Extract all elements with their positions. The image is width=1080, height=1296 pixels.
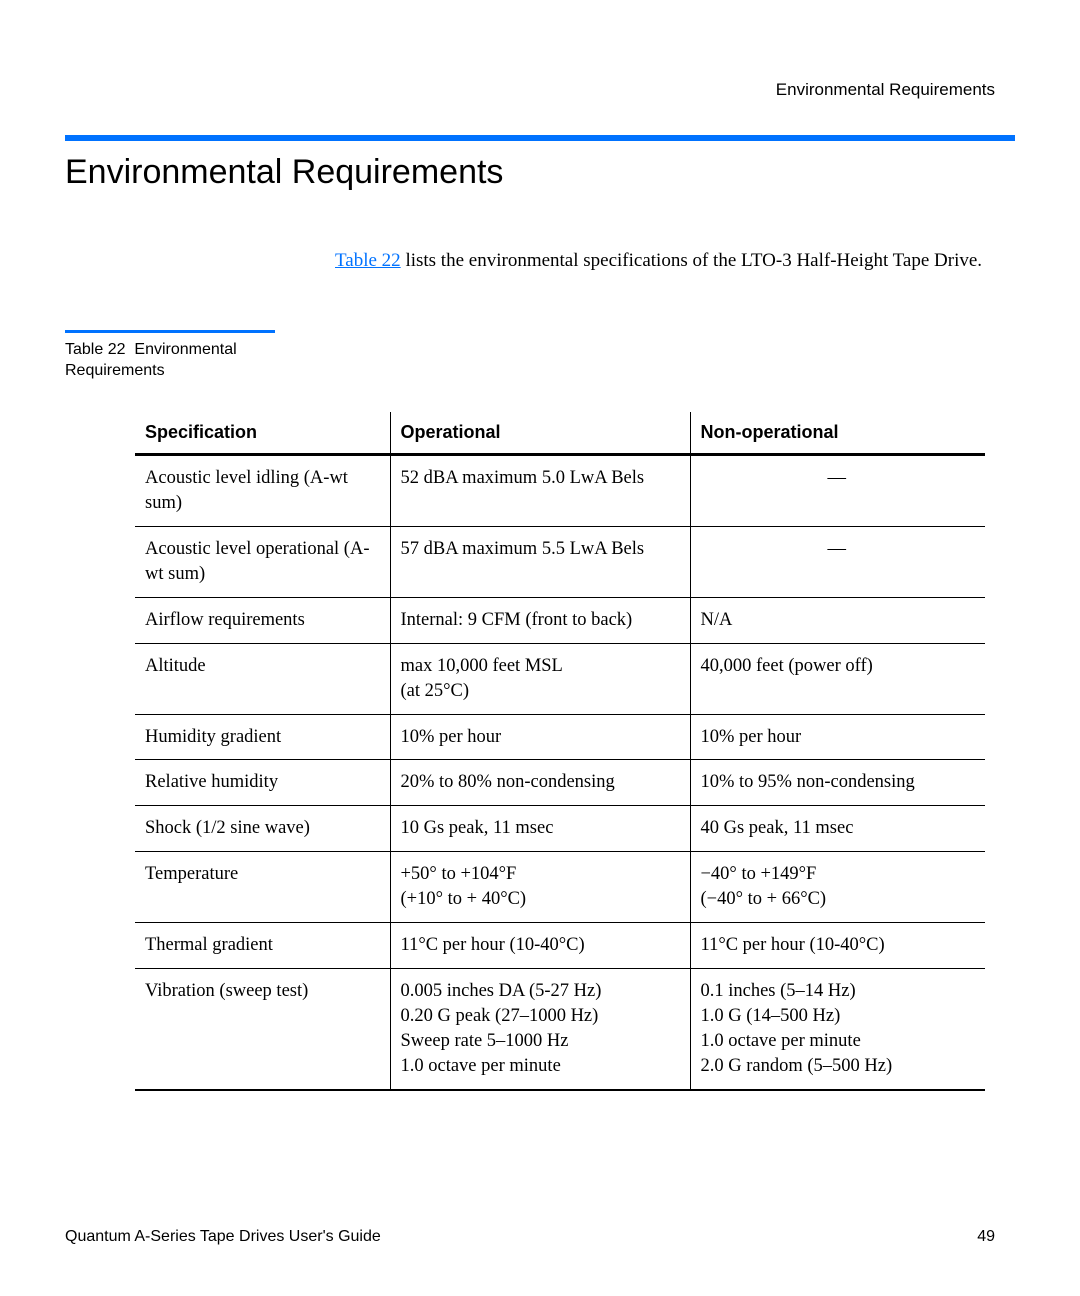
table-caption: Table 22 Environmental Requirements (65, 339, 285, 382)
cell-non-operational: 10% to 95% non-condensing (690, 760, 985, 806)
intro-text: lists the environmental specifications o… (401, 250, 982, 271)
cell-non-operational: 40,000 feet (power off) (690, 643, 985, 714)
cell-operational: Internal: 9 CFM (front to back) (390, 597, 690, 643)
caption-rule (65, 330, 275, 333)
footer-left: Quantum A-Series Tape Drives User's Guid… (65, 1228, 381, 1246)
cell-operational: 0.005 inches DA (5-27 Hz)0.20 G peak (27… (390, 969, 690, 1090)
cell-specification: Acoustic level operational (A-wt sum) (135, 526, 390, 597)
col-operational: Operational (390, 412, 690, 455)
table-row: Temperature+50° to +104°F(+10° to + 40°C… (135, 852, 985, 923)
cell-non-operational: −40° to +149°F(−40° to + 66°C) (690, 852, 985, 923)
cell-operational: 10% per hour (390, 714, 690, 760)
cell-non-operational: — (690, 526, 985, 597)
section-title: Environmental Requirements (65, 153, 1015, 192)
table-row: Thermal gradient11°C per hour (10-40°C)1… (135, 923, 985, 969)
table-row: Shock (1/2 sine wave)10 Gs peak, 11 msec… (135, 806, 985, 852)
cell-specification: Temperature (135, 852, 390, 923)
cell-non-operational: 11°C per hour (10-40°C) (690, 923, 985, 969)
cell-specification: Vibration (sweep test) (135, 969, 390, 1090)
cell-operational: +50° to +104°F(+10° to + 40°C) (390, 852, 690, 923)
table-row: Acoustic level idling (A-wt sum)52 dBA m… (135, 454, 985, 526)
col-non-operational: Non-operational (690, 412, 985, 455)
cell-operational: 11°C per hour (10-40°C) (390, 923, 690, 969)
cell-operational: 57 dBA maximum 5.5 LwA Bels (390, 526, 690, 597)
cell-specification: Thermal gradient (135, 923, 390, 969)
cell-specification: Humidity gradient (135, 714, 390, 760)
table-row: Altitudemax 10,000 feet MSL(at 25°C)40,0… (135, 643, 985, 714)
table-row: Airflow requirementsInternal: 9 CFM (fro… (135, 597, 985, 643)
cell-specification: Altitude (135, 643, 390, 714)
table-row: Humidity gradient10% per hour10% per hou… (135, 714, 985, 760)
intro-paragraph: Table 22 lists the environmental specifi… (335, 247, 1015, 275)
cell-specification: Acoustic level idling (A-wt sum) (135, 454, 390, 526)
cell-specification: Airflow requirements (135, 597, 390, 643)
cell-specification: Relative humidity (135, 760, 390, 806)
cell-specification: Shock (1/2 sine wave) (135, 806, 390, 852)
cell-non-operational: 40 Gs peak, 11 msec (690, 806, 985, 852)
cell-operational: max 10,000 feet MSL(at 25°C) (390, 643, 690, 714)
col-specification: Specification (135, 412, 390, 455)
table-row: Relative humidity20% to 80% non-condensi… (135, 760, 985, 806)
title-rule (65, 135, 1015, 141)
cell-non-operational: — (690, 454, 985, 526)
cell-non-operational: N/A (690, 597, 985, 643)
table-row: Acoustic level operational (A-wt sum)57 … (135, 526, 985, 597)
table-row: Vibration (sweep test)0.005 inches DA (5… (135, 969, 985, 1090)
cell-operational: 10 Gs peak, 11 msec (390, 806, 690, 852)
running-head: Environmental Requirements (776, 80, 995, 100)
cell-non-operational: 10% per hour (690, 714, 985, 760)
caption-prefix: Table 22 (65, 341, 126, 358)
table-ref-link[interactable]: Table 22 (335, 250, 401, 271)
cell-non-operational: 0.1 inches (5–14 Hz)1.0 G (14–500 Hz)1.0… (690, 969, 985, 1090)
table-header-row: Specification Operational Non-operationa… (135, 412, 985, 455)
footer-page-number: 49 (977, 1228, 995, 1246)
cell-operational: 20% to 80% non-condensing (390, 760, 690, 806)
page-footer: Quantum A-Series Tape Drives User's Guid… (65, 1228, 995, 1246)
cell-operational: 52 dBA maximum 5.0 LwA Bels (390, 454, 690, 526)
spec-table: Specification Operational Non-operationa… (135, 412, 985, 1091)
